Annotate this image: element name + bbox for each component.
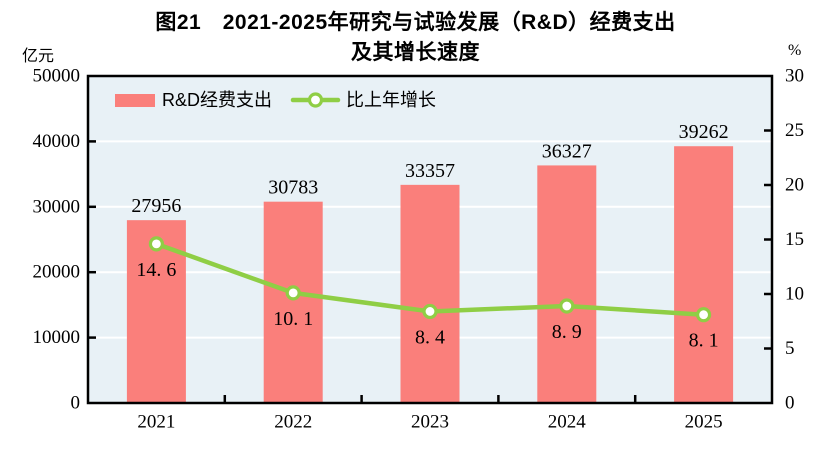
- y-axis-label-right: 30: [785, 66, 804, 87]
- bar-value-label: 27956: [131, 195, 181, 217]
- chart-title: 图21 2021-2025年研究与试验发展（R&D）经费支出 及其增长速度: [0, 8, 831, 68]
- bar-value-label: 33357: [405, 160, 455, 182]
- y-axis-label-left: 40000: [33, 131, 81, 152]
- bar-value-label: 36327: [542, 140, 592, 162]
- right-axis-unit-label: %: [788, 42, 802, 59]
- y-axis-label-right: 10: [785, 284, 804, 305]
- y-axis-label-right: 20: [785, 175, 804, 196]
- x-axis-label: 2021: [137, 412, 175, 433]
- growth-value-label: 8. 4: [415, 326, 445, 348]
- line-marker: [285, 285, 301, 301]
- bar: [400, 184, 460, 403]
- legend-bar-swatch: [115, 94, 155, 107]
- chart-title-line2: 及其增长速度: [351, 41, 480, 64]
- line-marker: [559, 298, 575, 314]
- legend-line-marker: [307, 92, 324, 108]
- line-marker: [695, 307, 712, 323]
- chart-title-line1: 图21 2021-2025年研究与试验发展（R&D）经费支出: [155, 11, 676, 34]
- y-axis-label-left: 30000: [33, 196, 81, 217]
- x-axis-label: 2023: [411, 412, 449, 433]
- x-axis-label: 2024: [548, 412, 587, 433]
- growth-value-label: 8. 9: [552, 321, 582, 343]
- bar-value-label: 30783: [268, 177, 318, 199]
- y-axis-label-left: 0: [71, 393, 81, 414]
- bar: [537, 165, 597, 403]
- y-axis-label-right: 0: [785, 393, 795, 414]
- y-axis-label-right: 25: [785, 120, 804, 141]
- y-axis-label-left: 10000: [33, 327, 81, 348]
- y-axis-label-left: 50000: [33, 66, 81, 87]
- line-marker: [148, 236, 164, 252]
- x-axis-label: 2025: [685, 412, 723, 433]
- bar: [674, 146, 734, 404]
- x-axis-label: 2022: [274, 412, 312, 433]
- growth-value-label: 10. 1: [273, 308, 313, 330]
- growth-value-label: 14. 6: [136, 259, 176, 281]
- y-axis-label-right: 5: [785, 338, 795, 359]
- legend-line-label: 比上年增长: [346, 90, 436, 110]
- y-axis-label-right: 15: [785, 229, 804, 250]
- bar-value-label: 39262: [679, 121, 729, 143]
- line-marker: [422, 303, 438, 320]
- bar: [263, 201, 323, 403]
- y-axis-label-left: 20000: [33, 262, 81, 283]
- left-axis-unit-label: 亿元: [22, 48, 55, 65]
- legend-bar-label: R&D经费支出: [162, 90, 272, 110]
- growth-value-label: 8. 1: [689, 330, 719, 352]
